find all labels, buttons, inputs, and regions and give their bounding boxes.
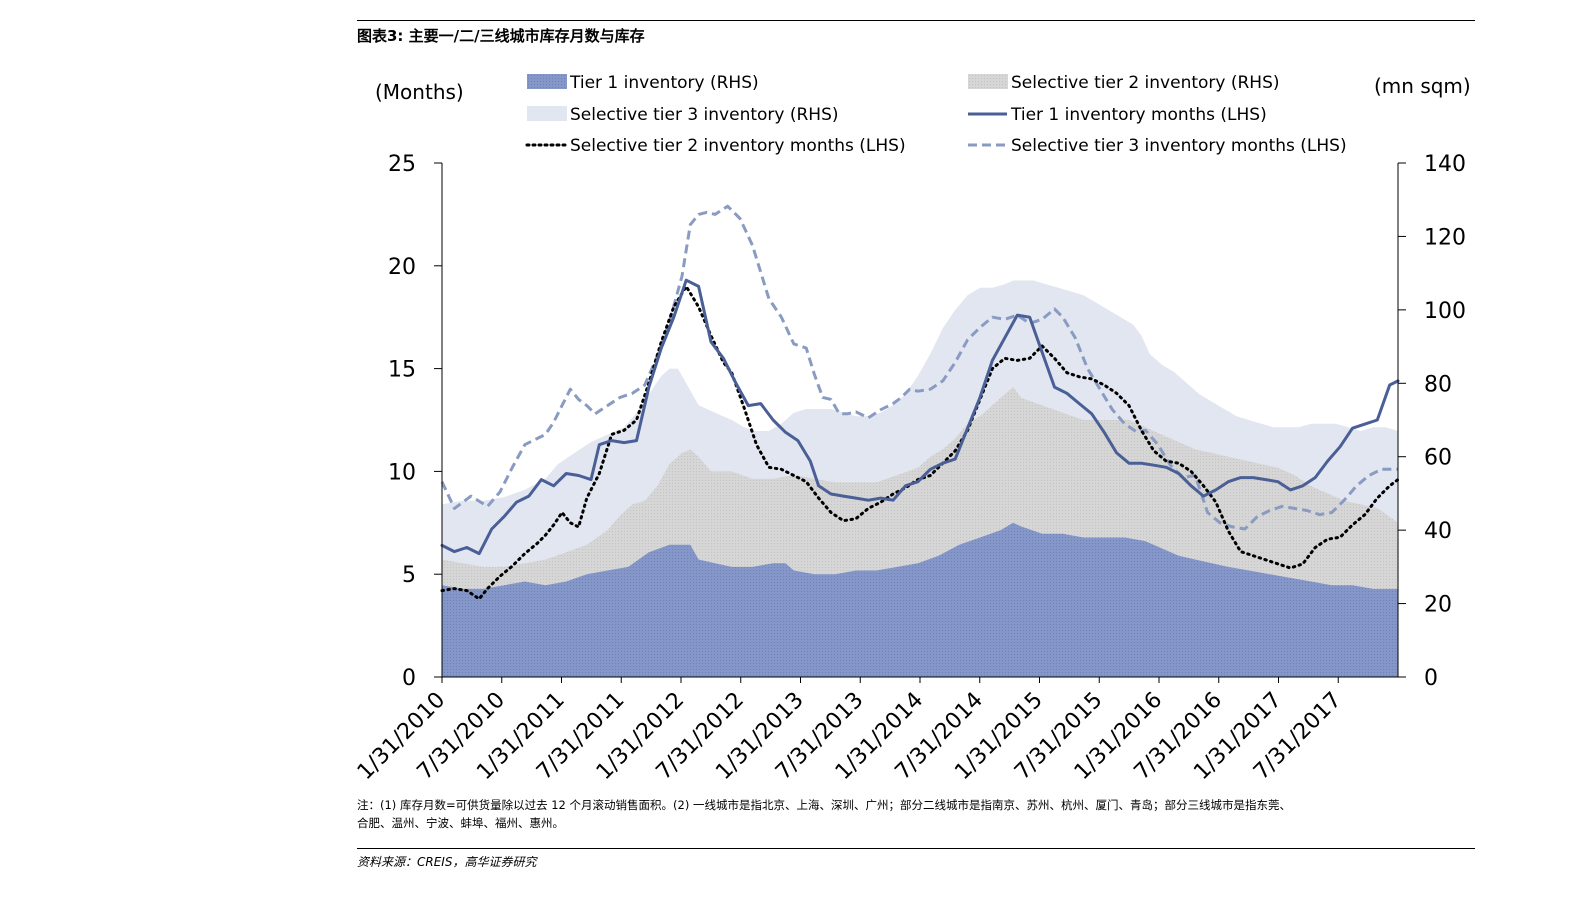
right-tick-label: 140 xyxy=(1424,152,1466,177)
right-tick-label: 20 xyxy=(1424,593,1452,618)
footnote-line-2: 合肥、温州、宁波、蚌埠、福州、惠州。 xyxy=(357,816,564,830)
legend-swatch-tier3-inventory xyxy=(527,106,567,121)
legend: Tier 1 inventory (RHS) Selective tier 2 … xyxy=(525,73,1347,156)
line-series-group xyxy=(440,204,1400,601)
right-tick-label: 60 xyxy=(1424,446,1452,471)
area-tier1-inventory xyxy=(442,522,1398,677)
left-tick-label: 20 xyxy=(388,255,416,280)
line-tier1-months xyxy=(440,278,1400,556)
figure-title: 图表3: 主要一/二/三线城市库存月数与库存 xyxy=(357,27,645,45)
right-tick-label: 120 xyxy=(1424,225,1466,250)
right-axis-label: (mn sqm) xyxy=(1374,74,1471,98)
right-axis-ticks: 0 20 40 60 80 100 120 140 xyxy=(1398,152,1466,691)
left-tick-label: 0 xyxy=(402,666,416,691)
legend-label-tier1-months: Tier 1 inventory months (LHS) xyxy=(1010,105,1267,125)
legend-swatch-tier1-inventory xyxy=(527,74,567,89)
left-axis-label: (Months) xyxy=(375,80,464,104)
legend-label-tier2-months: Selective tier 2 inventory months (LHS) xyxy=(570,136,906,156)
legend-label-tier3-inventory: Selective tier 3 inventory (RHS) xyxy=(570,105,839,125)
right-tick-label: 100 xyxy=(1424,299,1466,324)
left-tick-label: 15 xyxy=(388,358,416,383)
left-tick-label: 5 xyxy=(402,563,416,588)
left-tick-label: 10 xyxy=(388,460,416,485)
legend-swatch-tier2-inventory xyxy=(968,74,1008,89)
right-tick-label: 80 xyxy=(1424,372,1452,397)
legend-label-tier1-inventory: Tier 1 inventory (RHS) xyxy=(569,73,759,93)
footnote-line-1: 注：(1) 库存月数=可供货量除以过去 12 个月滚动销售面积。(2) 一线城市… xyxy=(357,798,1291,812)
left-tick-label: 25 xyxy=(388,152,416,177)
line-tier2-months xyxy=(440,284,1400,601)
line-tier3-months xyxy=(440,204,1398,531)
source-text: 资料来源：CREIS，高华证券研究 xyxy=(357,855,537,869)
right-tick-label: 40 xyxy=(1424,519,1452,544)
legend-label-tier3-months: Selective tier 3 inventory months (LHS) xyxy=(1011,136,1347,156)
left-axis-ticks: 0 5 10 15 20 25 xyxy=(388,152,442,691)
source-rule xyxy=(357,848,1475,849)
right-tick-label: 0 xyxy=(1424,666,1438,691)
top-rule xyxy=(357,20,1475,21)
legend-label-tier2-inventory: Selective tier 2 inventory (RHS) xyxy=(1011,73,1280,93)
x-axis-ticks: 1/31/20107/31/20101/31/20117/31/20111/31… xyxy=(353,677,1346,785)
